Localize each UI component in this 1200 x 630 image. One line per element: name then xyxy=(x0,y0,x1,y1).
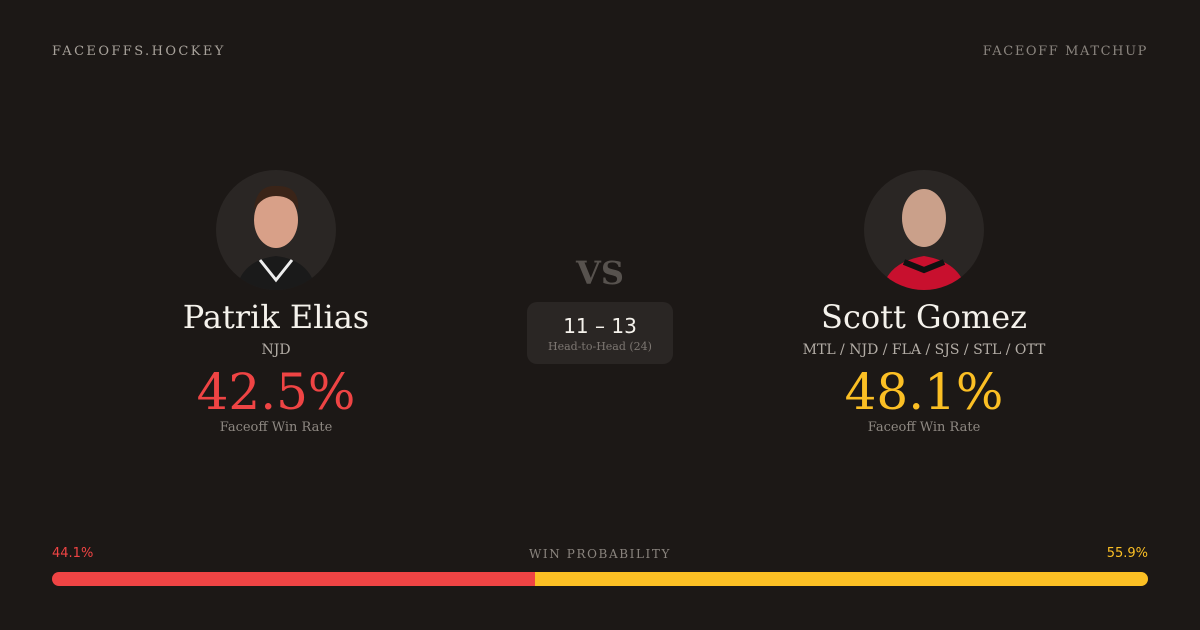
head-to-head-score: 11 – 13 xyxy=(563,314,637,338)
player-1-win-rate: 42.5% xyxy=(196,363,356,421)
player-1-avatar xyxy=(216,170,336,290)
page-tag: FACEOFF MATCHUP xyxy=(982,44,1148,59)
player-2-name: Scott Gomez xyxy=(821,298,1027,336)
player-2-card: Scott Gomez MTL / NJD / FLA / SJS / STL … xyxy=(724,170,1124,435)
vs-label: VS xyxy=(576,254,624,292)
player-2-team: MTL / NJD / FLA / SJS / STL / OTT xyxy=(802,342,1046,358)
player-2-win-rate-label: Faceoff Win Rate xyxy=(867,420,981,435)
head-to-head-label: Head-to-Head (24) xyxy=(548,340,652,353)
player-1-win-rate-label: Faceoff Win Rate xyxy=(219,420,333,435)
win-probability-label: WIN PROBABILITY xyxy=(528,547,671,561)
player-2-win-rate: 48.1% xyxy=(844,363,1004,421)
win-probability-bar xyxy=(52,572,1148,586)
head-to-head-box: 11 – 13 Head-to-Head (24) xyxy=(527,302,673,364)
player-2-probability-fill xyxy=(535,572,1148,586)
player-1-probability: 44.1% xyxy=(52,546,94,561)
player-1-card: Patrik Elias NJD 42.5% Faceoff Win Rate xyxy=(76,170,476,435)
site-brand: FACEOFFS.HOCKEY xyxy=(52,44,226,59)
player-1-probability-fill xyxy=(52,572,536,586)
player-2-probability: 55.9% xyxy=(1106,546,1148,561)
player-1-team: NJD xyxy=(261,342,291,358)
player-2-avatar xyxy=(864,170,984,290)
player-1-name: Patrik Elias xyxy=(182,298,370,336)
